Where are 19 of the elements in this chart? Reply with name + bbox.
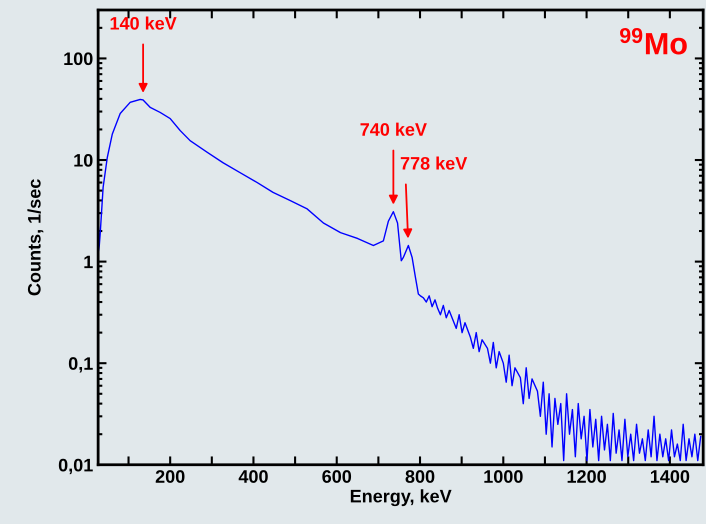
x-tick-label: 600 (322, 470, 352, 483)
annotation: 740 keV (360, 122, 427, 136)
x-axis-title: Energy, keV (350, 489, 452, 506)
x-tick-label: 1000 (484, 470, 523, 483)
annotation: $^{99}$Mo (620, 28, 687, 54)
y-tick-label: 0,1 (68, 357, 93, 373)
x-tick-label: 200 (156, 470, 184, 483)
line-series (98, 98, 702, 462)
annotation: 140 keV (110, 16, 177, 30)
y-tick-label: 10 (74, 154, 93, 167)
x-tick-label: 800 (406, 470, 434, 483)
y-tick-label: 100 (64, 52, 93, 66)
y-tick-label: 0,01 (58, 458, 93, 474)
x-tick-label: 1400 (650, 470, 690, 483)
x-tick-label: 1200 (568, 470, 606, 483)
y-axis-title: Counts, 1/sec (27, 179, 44, 296)
annotation: 778 keV (400, 156, 468, 170)
x-tick-label: 400 (238, 470, 268, 483)
y-tick-label: 1 (84, 256, 93, 268)
